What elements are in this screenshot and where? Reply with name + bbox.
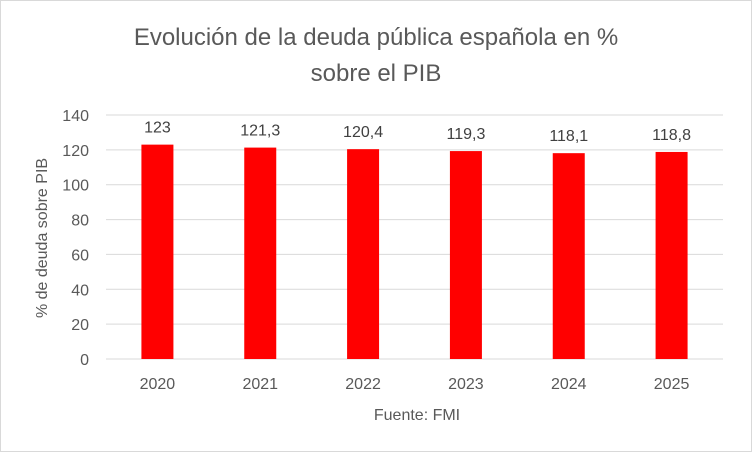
x-tick-label-2022: 2022 [345, 376, 381, 393]
y-tick-label: 20 [71, 317, 89, 334]
y-tick-label: 0 [80, 352, 89, 369]
chart-title-line-2: sobre el PIB [311, 60, 442, 87]
bar-2022 [347, 149, 380, 359]
bar-2025 [655, 151, 688, 359]
x-tick-label-2025: 2025 [654, 376, 690, 393]
y-axis-label: % de deuda sobre PIB [34, 158, 51, 318]
data-label-2025: 118,8 [652, 127, 691, 144]
data-label-2023: 119,3 [446, 126, 485, 143]
data-labels: 123 121,3 120,4 119,3 118,1 118,8 [144, 120, 691, 146]
data-label-2020: 123 [144, 120, 171, 137]
y-tick-label: 80 [71, 213, 89, 230]
data-label-2024: 118,1 [549, 128, 588, 145]
x-tick-label-2020: 2020 [140, 376, 176, 393]
y-tick-label: 140 [62, 108, 89, 125]
bar-2020 [141, 144, 174, 359]
bar-2021 [244, 147, 277, 359]
x-axis-label: Fuente: FMI [374, 407, 460, 424]
x-axis-ticks: 2020 2021 2022 2023 2024 2025 [140, 376, 690, 393]
chart-title-line-1: Evolución de la deuda pública española e… [134, 24, 618, 51]
y-tick-label: 100 [62, 178, 89, 195]
y-tick-label: 120 [62, 143, 89, 160]
bar-2024 [552, 153, 585, 359]
x-tick-label-2024: 2024 [551, 376, 587, 393]
bars [141, 144, 688, 359]
data-label-2022: 120,4 [343, 124, 383, 141]
y-tick-label: 40 [71, 282, 89, 299]
y-axis-ticks: 0 20 40 60 80 100 120 140 [62, 108, 89, 369]
y-tick-label: 60 [71, 247, 89, 264]
x-tick-label-2023: 2023 [448, 376, 484, 393]
gridlines [106, 114, 723, 360]
bar-2023 [449, 151, 482, 359]
x-tick-label-2021: 2021 [242, 376, 278, 393]
data-label-2021: 121,3 [240, 123, 280, 140]
